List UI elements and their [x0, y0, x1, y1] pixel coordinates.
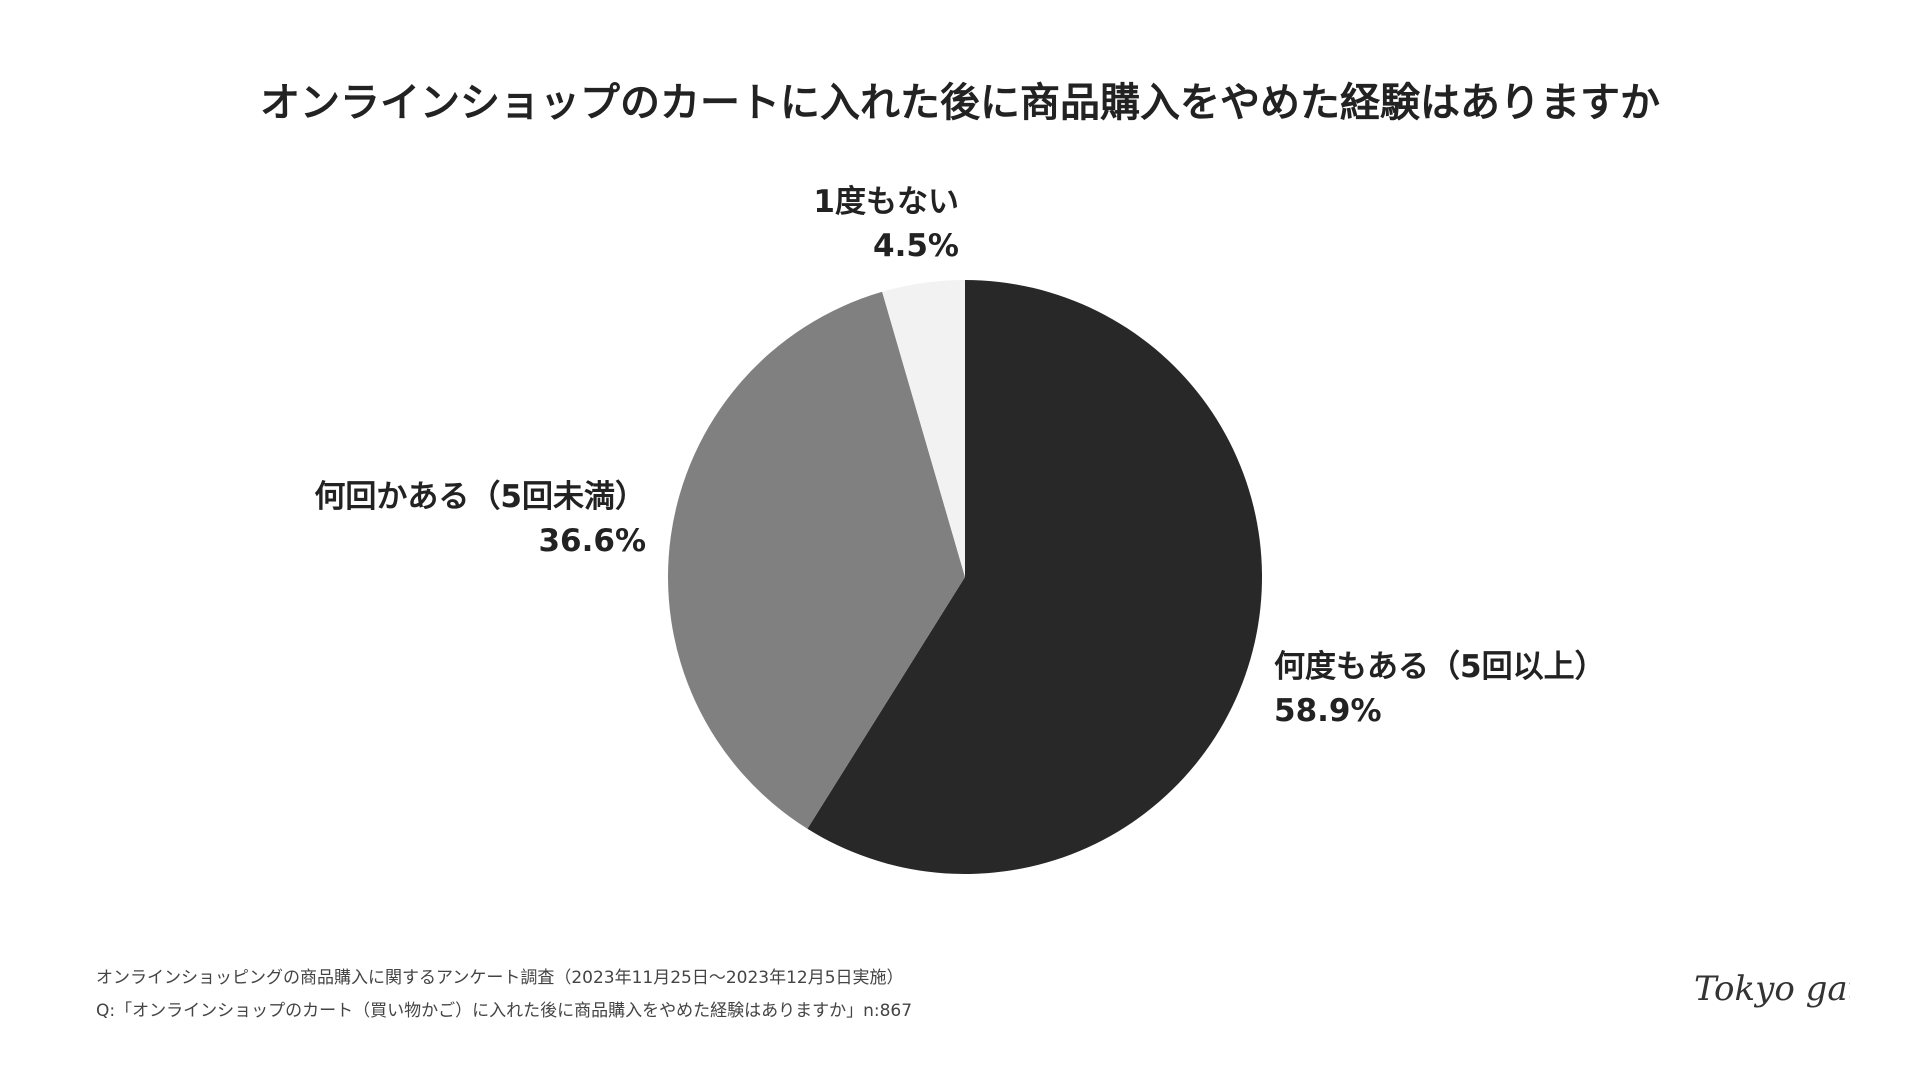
- pie-slice-2: [667, 291, 965, 829]
- slice-value-label-1: 58.9%: [1274, 693, 1382, 729]
- slice-category-label-1: 何度もある（5回以上）: [1274, 649, 1606, 685]
- logo-text: Tokyo gate: [1694, 969, 1850, 1009]
- chart-title: オンラインショップのカートに入れた後に商品購入をやめた経験はありますか: [260, 80, 1660, 126]
- pie-slice-1: [807, 280, 1263, 875]
- slice-value-label-2: 36.6%: [538, 523, 646, 559]
- pie-labels: 何度もある（5回以上） 58.9% 何回かある（5回未満） 36.6% 1度もない 4.5…: [314, 184, 1605, 729]
- pie-slice-3: [882, 280, 965, 577]
- slice-category-label-2: 何回かある（5回未満）: [314, 479, 646, 515]
- pie-slices: [667, 280, 1263, 875]
- slice-category-label-3: 1度もない: [813, 184, 959, 220]
- survey-footnote: オンラインショッピングの商品購入に関するアンケート調査（2023年11月25日〜…: [96, 968, 904, 988]
- question-footnote: Q:「オンラインショップのカート（買い物かご）に入れた後に商品購入をやめた経験は…: [96, 1001, 913, 1021]
- tokyo-gate-logo: Tokyo gate: [1694, 969, 1850, 1009]
- slice-value-label-3: 4.5%: [873, 228, 959, 264]
